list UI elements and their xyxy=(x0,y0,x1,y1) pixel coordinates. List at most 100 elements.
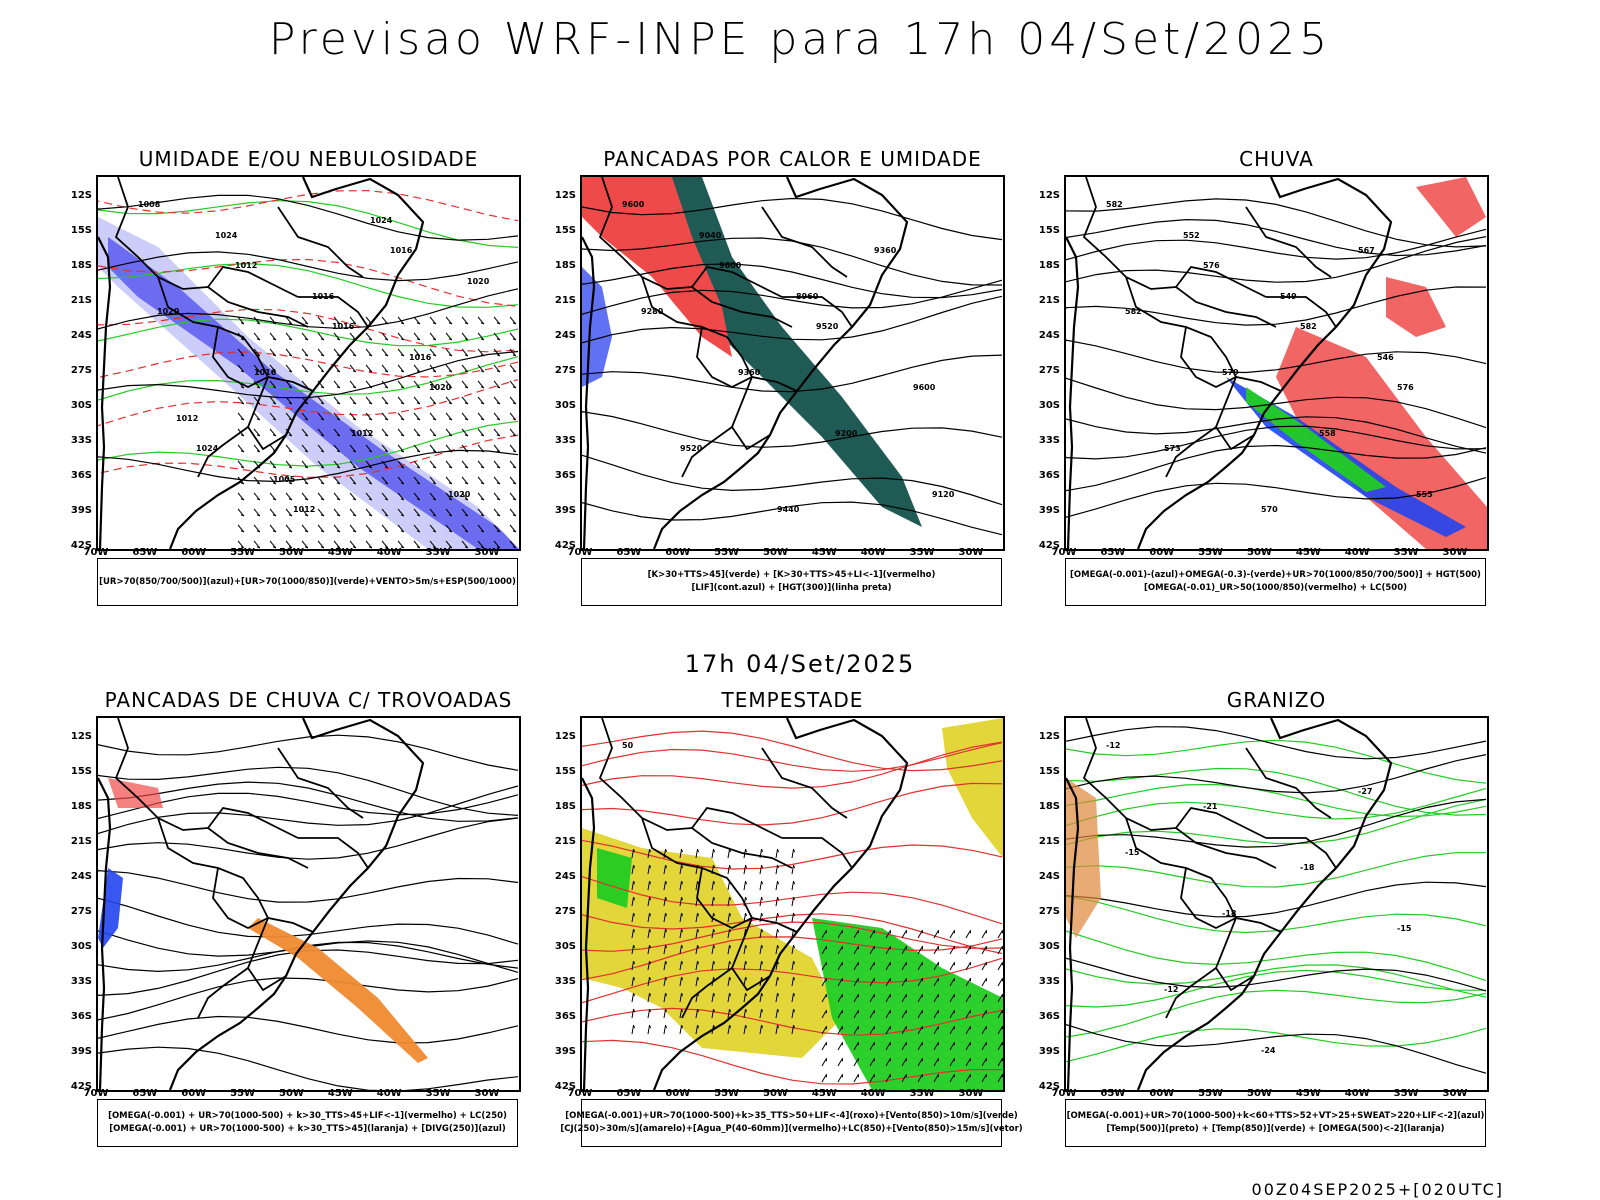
contour-label: -12 xyxy=(1164,985,1178,994)
lat-tick-label: 42S xyxy=(554,540,576,551)
contour-label: 558 xyxy=(1319,429,1336,438)
contour-label: 552 xyxy=(1183,231,1200,240)
coastline xyxy=(652,177,909,549)
lon-tick-label: 50W xyxy=(279,547,304,558)
lon-tick-label: 55W xyxy=(230,547,256,558)
lon-tick-label: 60W xyxy=(1149,1088,1175,1099)
country-border xyxy=(1245,206,1332,278)
lat-tick-label: 15S xyxy=(554,225,576,236)
contour-label: 9360 xyxy=(738,368,761,377)
contour-label: 9520 xyxy=(816,322,839,331)
contour-label: 567 xyxy=(1358,246,1375,255)
lat-tick-label: 12S xyxy=(554,190,576,201)
country-border xyxy=(298,837,369,869)
country-border xyxy=(212,867,314,933)
country-border xyxy=(1175,266,1267,298)
lat-tick-label: 24S xyxy=(554,330,576,341)
lon-tick-label: 30W xyxy=(958,547,984,558)
contour-label: 1024 xyxy=(215,231,238,240)
lat-tick-label: 42S xyxy=(554,1081,576,1092)
contour-label: -18 xyxy=(1222,909,1237,918)
country-border xyxy=(114,718,309,869)
lon-tick-label: 70W xyxy=(567,1088,593,1099)
contour-label: 9600 xyxy=(622,200,645,209)
lon-tick-label: 40W xyxy=(376,1088,402,1099)
panel-legend: [UR>70(850/700/500)](azul)+[UR>70(1000/8… xyxy=(97,558,518,606)
contour-label: 1016 xyxy=(332,322,355,331)
lat-tick-label: 42S xyxy=(70,1081,92,1092)
contour-label: 9520 xyxy=(680,444,703,453)
country-border xyxy=(598,177,793,328)
country-border xyxy=(782,837,853,869)
lon-tick-label: 65W xyxy=(1100,1088,1126,1099)
lon-tick-label: 30W xyxy=(1442,547,1468,558)
coastline xyxy=(168,177,425,549)
country-border xyxy=(1266,296,1337,328)
panel-legend: [OMEGA(-0.001) + UR>70(1000-500) + k>30_… xyxy=(97,1099,518,1147)
contour-label: 1012 xyxy=(176,414,198,423)
lat-tick-label: 42S xyxy=(1038,1081,1060,1092)
contour-label: 50 xyxy=(622,741,634,750)
lat-tick-label: 24S xyxy=(1038,871,1060,882)
lon-tick-label: 35W xyxy=(909,547,935,558)
panel-legend: [K>30+TTS>45](verde) + [K>30+TTS>45+LI<-… xyxy=(581,558,1002,606)
contour-label: -12 xyxy=(1106,741,1120,750)
lat-tick-label: 39S xyxy=(554,505,576,516)
country-border xyxy=(696,867,798,933)
map-area: -12 -21 -18 -15 -12 -24 -27 -15 -18 xyxy=(1064,716,1489,1092)
coastline xyxy=(168,718,425,1090)
lat-tick-label: 27S xyxy=(1038,365,1060,376)
lat-tick-label: 30S xyxy=(554,941,576,952)
lon-tick-label: 55W xyxy=(714,547,740,558)
country-border xyxy=(761,206,848,278)
lon-tick-label: 55W xyxy=(1198,547,1224,558)
contour-label: 9200 xyxy=(835,429,858,438)
lon-tick-label: 45W xyxy=(811,547,837,558)
lon-tick-label: 55W xyxy=(230,1088,256,1099)
lon-tick-label: 50W xyxy=(1247,547,1272,558)
coastline xyxy=(1136,177,1393,549)
contour-label: 9440 xyxy=(777,505,800,514)
lon-tick-label: 70W xyxy=(83,547,109,558)
country-border xyxy=(1180,326,1282,392)
lat-tick-label: 30S xyxy=(554,400,576,411)
lon-tick-label: 70W xyxy=(83,1088,109,1099)
lat-tick-label: 42S xyxy=(1038,540,1060,551)
contour-label: 546 xyxy=(1377,353,1394,362)
lat-tick-label: 21S xyxy=(1038,836,1060,847)
contour-label: 8960 xyxy=(796,292,819,301)
country-border xyxy=(157,817,269,919)
country-border xyxy=(1175,807,1267,839)
lat-tick-label: 21S xyxy=(70,295,92,306)
country-border xyxy=(197,967,249,1019)
lon-tick-label: 70W xyxy=(1051,1088,1077,1099)
lat-tick-label: 12S xyxy=(70,731,92,742)
coastline xyxy=(1136,718,1393,1090)
map-canvas: -12 -21 -18 -15 -12 -24 -27 -15 -18 xyxy=(1066,718,1487,1090)
lat-tick-label: 24S xyxy=(70,330,92,341)
country-border xyxy=(691,266,783,298)
map-canvas: 50 xyxy=(582,718,1003,1090)
lat-tick-label: 33S xyxy=(554,976,576,987)
country-border xyxy=(207,266,299,298)
lon-tick-label: 50W xyxy=(763,547,788,558)
contour-label: 570 xyxy=(1261,505,1278,514)
lat-tick-label: 33S xyxy=(70,435,92,446)
contour-label: 1016 xyxy=(254,368,277,377)
contour-label: 1020 xyxy=(467,277,490,286)
lon-tick-label: 35W xyxy=(1393,1088,1419,1099)
map-area: 50 xyxy=(580,716,1005,1092)
contour-label: 1005 xyxy=(273,475,296,484)
lat-tick-label: 24S xyxy=(70,871,92,882)
legend-line: [CJ(250)>30m/s](amarelo)+[Agua_P(40-60mm… xyxy=(560,1124,1023,1134)
panel-granizo: GRANIZO -12 -21 -18 -15 -12 -24 -27 -15 -18 12S 15S… xyxy=(1039,688,1489,1147)
lon-tick-label: 70W xyxy=(1051,547,1077,558)
lat-tick-label: 39S xyxy=(70,1046,92,1057)
panel-legend: [OMEGA(-0.001)-(azul)+OMEGA(-0.3)-(verde… xyxy=(1065,558,1486,606)
panel-title: PANCADAS POR CALOR E UMIDADE xyxy=(603,147,982,171)
lat-tick-label: 36S xyxy=(70,1011,92,1022)
map-canvas: 9600 9600 9520 9600 9520 9440 9360 9280 9360 9200… xyxy=(582,177,1003,549)
lon-tick-label: 30W xyxy=(1442,1088,1468,1099)
lat-tick-label: 15S xyxy=(70,225,92,236)
lat-tick-label: 21S xyxy=(554,295,576,306)
